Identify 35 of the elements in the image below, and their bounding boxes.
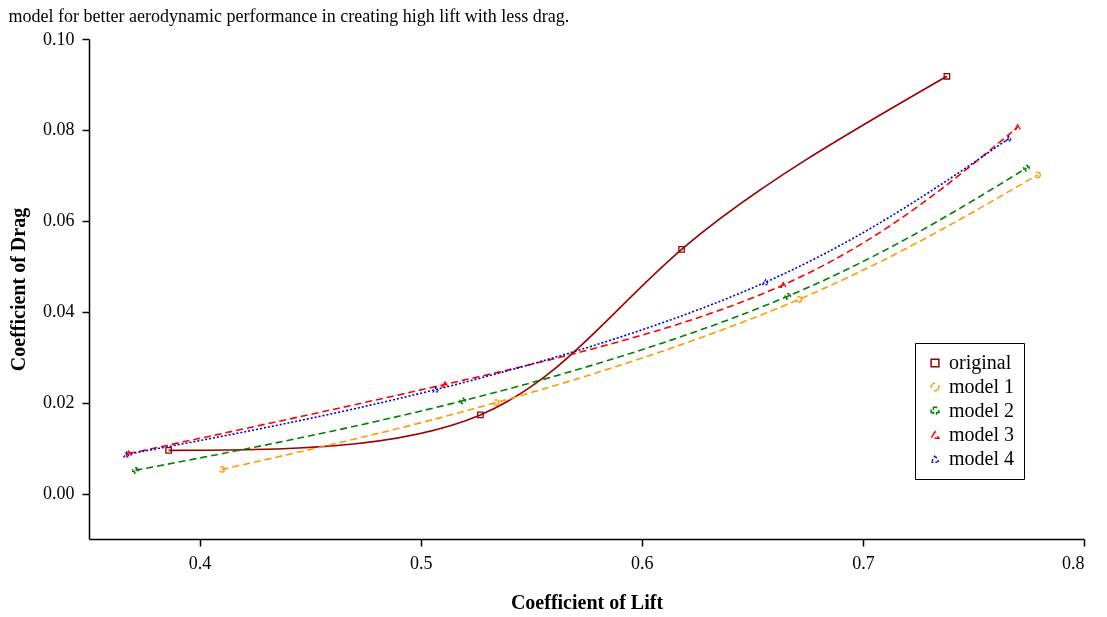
legend-label: model 1	[949, 375, 1014, 397]
point	[165, 446, 172, 454]
y-tick-label: 0.10	[43, 28, 75, 49]
point	[678, 246, 685, 253]
x-tick-label: 0.7	[852, 552, 875, 573]
x-tick-label: 0.8	[1062, 552, 1085, 573]
y-axis-title: Coefficient of Drag	[7, 207, 30, 372]
y-tick-label: 0.06	[43, 210, 75, 231]
point	[132, 466, 139, 474]
point	[492, 399, 500, 407]
point	[459, 397, 467, 405]
y-tick-label: 0.02	[43, 392, 75, 413]
y-tick-label: 0.08	[43, 119, 75, 140]
point	[441, 381, 449, 388]
y-tick-label: 0.04	[43, 301, 75, 322]
text: model for better aerodynamic performance in creating high lift with less drag.	[8, 6, 570, 26]
y-tick-label: 0.00	[43, 483, 75, 504]
point	[779, 281, 787, 288]
x-axis-title: Coefficient of Lift	[510, 590, 664, 613]
legend-label: model 2	[949, 399, 1014, 421]
x-tick-label: 0.5	[409, 552, 433, 573]
point	[943, 72, 951, 80]
point	[784, 292, 792, 300]
point	[1005, 135, 1013, 142]
x-tick-label: 0.6	[631, 552, 654, 573]
point	[476, 411, 484, 419]
point	[762, 279, 769, 286]
point	[1023, 164, 1030, 172]
point	[432, 386, 440, 393]
legend-label: original	[949, 351, 1012, 374]
x-tick-label: 0.4	[188, 552, 212, 573]
point	[795, 296, 803, 303]
legend-label: model 3	[949, 423, 1014, 445]
point	[1014, 124, 1022, 131]
legend-label: model 4	[949, 447, 1014, 469]
